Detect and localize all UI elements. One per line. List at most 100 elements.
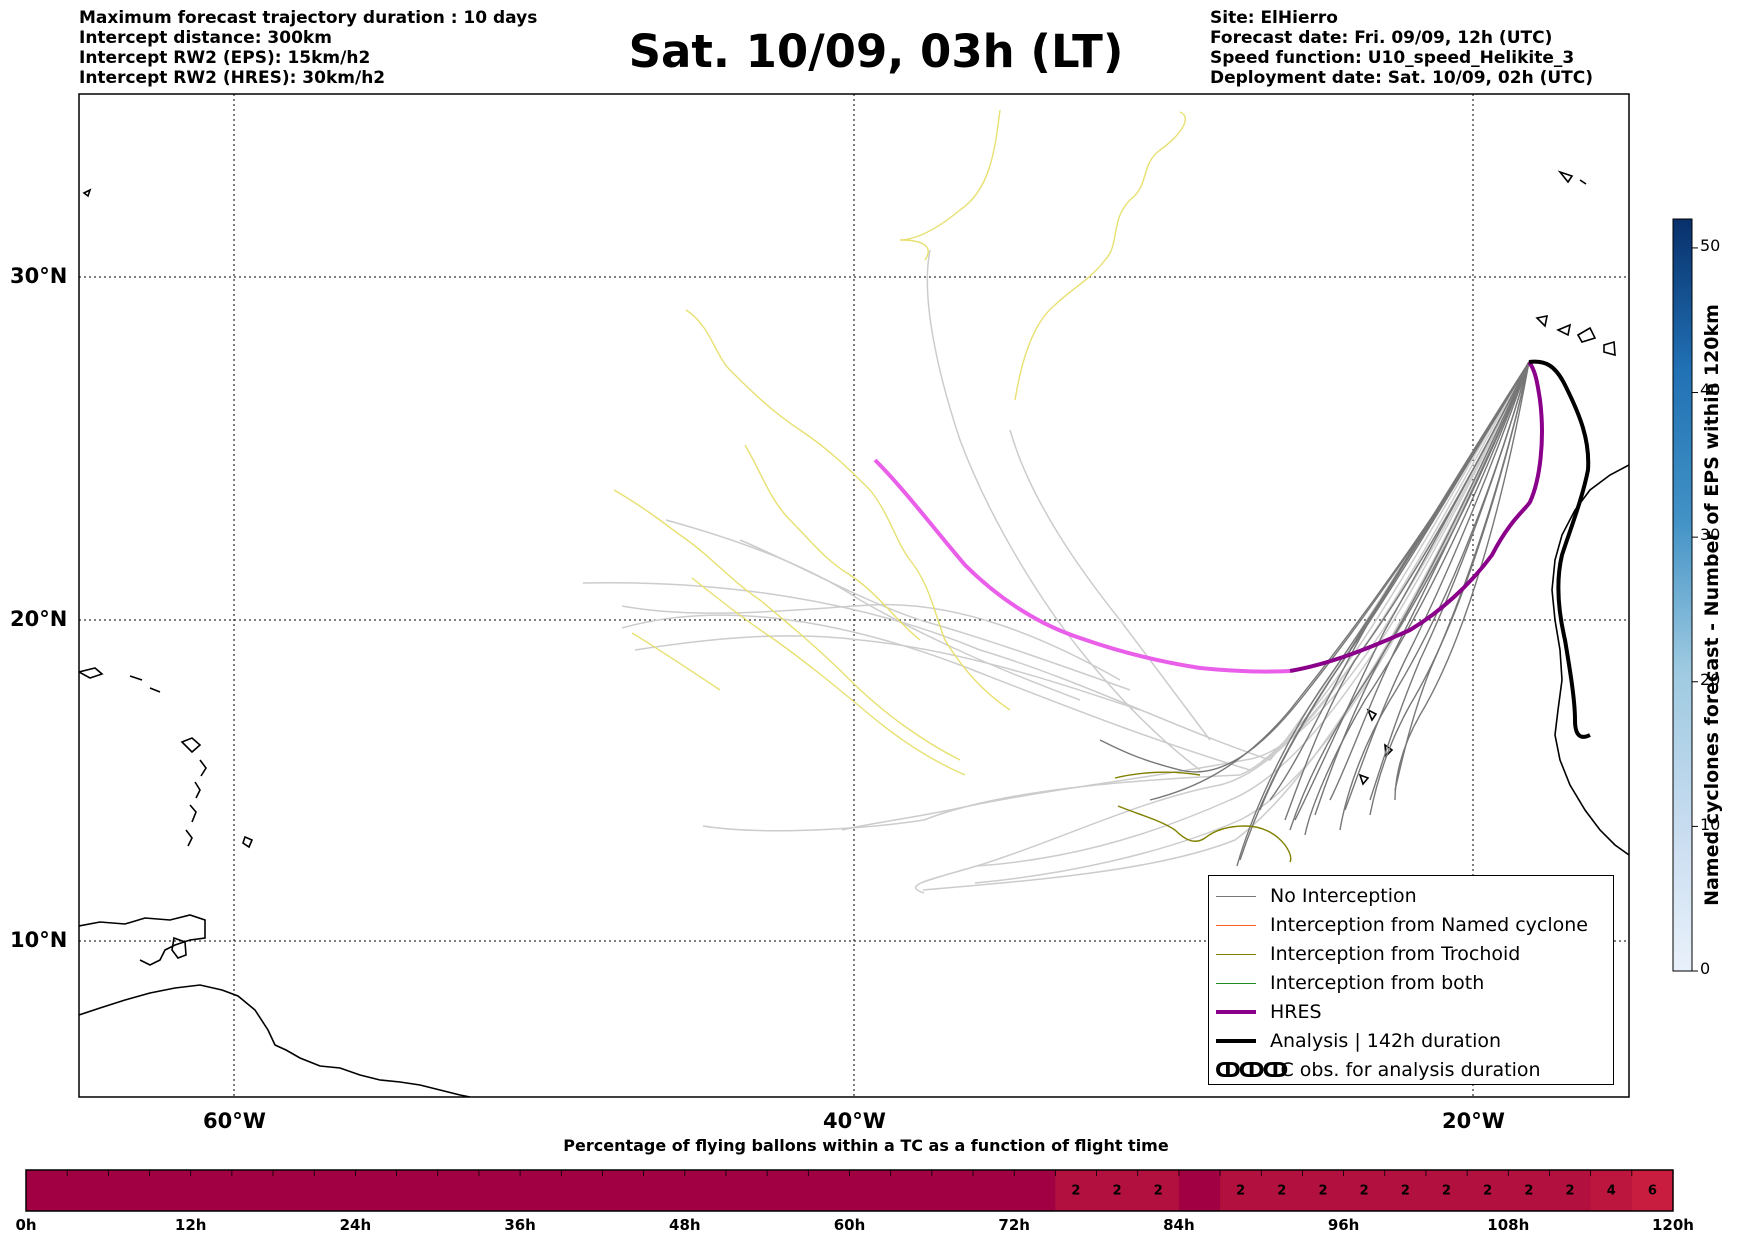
- thick-black-line-icon: [1216, 1039, 1256, 1043]
- percentage-cell-value: 2: [1359, 1183, 1369, 1198]
- legend-item-trochoid: Interception from Trochoid: [1209, 940, 1613, 969]
- percentage-cell: [684, 1170, 727, 1211]
- page-title: Sat. 10/09, 03h (LT): [628, 25, 1124, 78]
- thin-olive-line-icon: [1216, 954, 1256, 955]
- lon-label-40w: 40°W: [823, 1109, 886, 1133]
- trinidad-island: [171, 936, 187, 959]
- site-text: Site: ElHierro: [1210, 8, 1338, 28]
- virgin-islands: [129, 675, 161, 693]
- percentage-strip-title: Percentage of flying ballons within a TC…: [563, 1136, 1169, 1155]
- percentage-cell-value: 6: [1647, 1183, 1657, 1198]
- colorbar-tick-40: 40: [1700, 380, 1721, 399]
- legend-label: No Interception: [1270, 885, 1417, 907]
- trochoid-yellow-tracks: [613, 109, 1186, 776]
- colorbar-tick-50: 50: [1700, 236, 1721, 255]
- time-label: 60h: [833, 1216, 866, 1234]
- hres-light-track: [873, 458, 1291, 674]
- colorbar-tick-10: 10: [1700, 815, 1721, 834]
- percentage-cell-value: 2: [1400, 1183, 1410, 1198]
- percentage-cell-value: 2: [1442, 1183, 1452, 1198]
- percentage-cell: [478, 1170, 521, 1211]
- percentage-cell: [643, 1170, 686, 1211]
- guadeloupe-island: [180, 737, 202, 754]
- percentage-cell: [149, 1170, 192, 1211]
- colorbar: [1672, 218, 1698, 972]
- time-label: 0h: [15, 1216, 37, 1234]
- colorbar-ticks: [1692, 247, 1698, 972]
- percentage-cell: [1137, 1170, 1180, 1211]
- percentage-cell: [767, 1170, 809, 1211]
- lat-label-30n: 30°N: [10, 264, 68, 288]
- percentage-cell: [1096, 1170, 1139, 1211]
- max-duration-text: Maximum forecast trajectory duration : 1…: [79, 8, 538, 28]
- percentage-cell: [108, 1170, 151, 1211]
- legend-item-both: Interception from both: [1209, 969, 1613, 998]
- intercept-eps-text: Intercept RW2 (EPS): 15km/h2: [79, 48, 371, 68]
- percentage-cell: [931, 1170, 974, 1211]
- time-label: 36h: [504, 1216, 536, 1234]
- legend-label: Interception from both: [1270, 972, 1485, 994]
- thin-green-line-icon: [1216, 983, 1256, 984]
- map-frame: [78, 93, 1630, 1098]
- time-label: 72h: [998, 1216, 1030, 1234]
- percentage-cell-value: 2: [1565, 1183, 1575, 1198]
- time-label: 48h: [669, 1216, 701, 1234]
- map-legend: No Interception Interception from Named …: [1208, 875, 1614, 1085]
- percentage-strip: [25, 1169, 1674, 1212]
- hres-track: [1289, 360, 1544, 673]
- percentage-cell: [561, 1170, 603, 1211]
- colorbar-tick-0: 0: [1700, 959, 1711, 978]
- forecast-date-text: Forecast date: Fri. 09/09, 12h (UTC): [1210, 28, 1553, 48]
- percentage-cells: [25, 1170, 1674, 1211]
- venezuela-coast: [79, 914, 206, 966]
- percentage-cell: [890, 1170, 933, 1211]
- colorbar-tick-20: 20: [1700, 670, 1721, 689]
- percentage-cell: [396, 1170, 439, 1211]
- percentage-cell: [1343, 1170, 1386, 1211]
- lon-label-20w: 20°W: [1442, 1109, 1505, 1133]
- lat-label-10n: 10°N: [10, 928, 68, 952]
- colorbar-title: Named cyclones forecast - Number of EPS …: [1701, 304, 1723, 906]
- forecast-parameters: Maximum forecast trajectory duration : 1…: [79, 8, 537, 88]
- percentage-strip-frame: [25, 1169, 1674, 1212]
- time-label: 12h: [174, 1216, 207, 1234]
- percentage-cell: [725, 1170, 768, 1211]
- percentage-cell: [314, 1170, 356, 1211]
- legend-item-hres: HRES: [1209, 998, 1613, 1027]
- azores-island: [82, 188, 92, 198]
- percentage-cell: [1425, 1170, 1468, 1211]
- percentage-cell: [1590, 1170, 1633, 1211]
- lon-label-60w: 60°W: [203, 1109, 266, 1133]
- cyclone-symbols-icon: ↀↀↀ: [1215, 1058, 1288, 1082]
- colorbar-gradient: [1672, 218, 1693, 972]
- percentage-cell: [1508, 1170, 1550, 1211]
- percentage-cell: [973, 1170, 1015, 1211]
- legend-label: HRES: [1270, 1001, 1322, 1023]
- thick-purple-line-icon: [1216, 1010, 1256, 1014]
- percentage-cell: [1220, 1170, 1262, 1211]
- lat-label-20n: 20°N: [10, 607, 68, 631]
- percentage-cell: [1055, 1170, 1098, 1211]
- legend-label: Interception from Trochoid: [1270, 943, 1521, 965]
- percentage-cell: [1261, 1170, 1303, 1211]
- percentage-cell: [1631, 1170, 1674, 1211]
- percentage-cell-value: 2: [1112, 1183, 1122, 1198]
- colorbar-tick-30: 30: [1700, 525, 1721, 544]
- percentage-cell-value: 4: [1606, 1183, 1616, 1198]
- deployment-date-text: Deployment date: Sat. 10/09, 02h (UTC): [1210, 68, 1594, 88]
- percentage-cell: [231, 1170, 274, 1211]
- analysis-track: [1528, 359, 1591, 739]
- coastlines: [79, 170, 1629, 1097]
- time-label: 120h: [1652, 1216, 1694, 1234]
- percentage-cell: [602, 1170, 645, 1211]
- percentage-cell: [190, 1170, 233, 1211]
- legend-label: Interception from Named cyclone: [1270, 914, 1588, 936]
- time-label: 108h: [1487, 1216, 1530, 1234]
- percentage-cell: [437, 1170, 480, 1211]
- time-label: 84h: [1163, 1216, 1195, 1234]
- legend-label: TC obs. for analysis duration: [1270, 1059, 1541, 1081]
- legend-item-named-cyclone: Interception from Named cyclone: [1209, 911, 1613, 940]
- percentage-cell-value: 2: [1236, 1183, 1246, 1198]
- percentage-cell: [1014, 1170, 1056, 1211]
